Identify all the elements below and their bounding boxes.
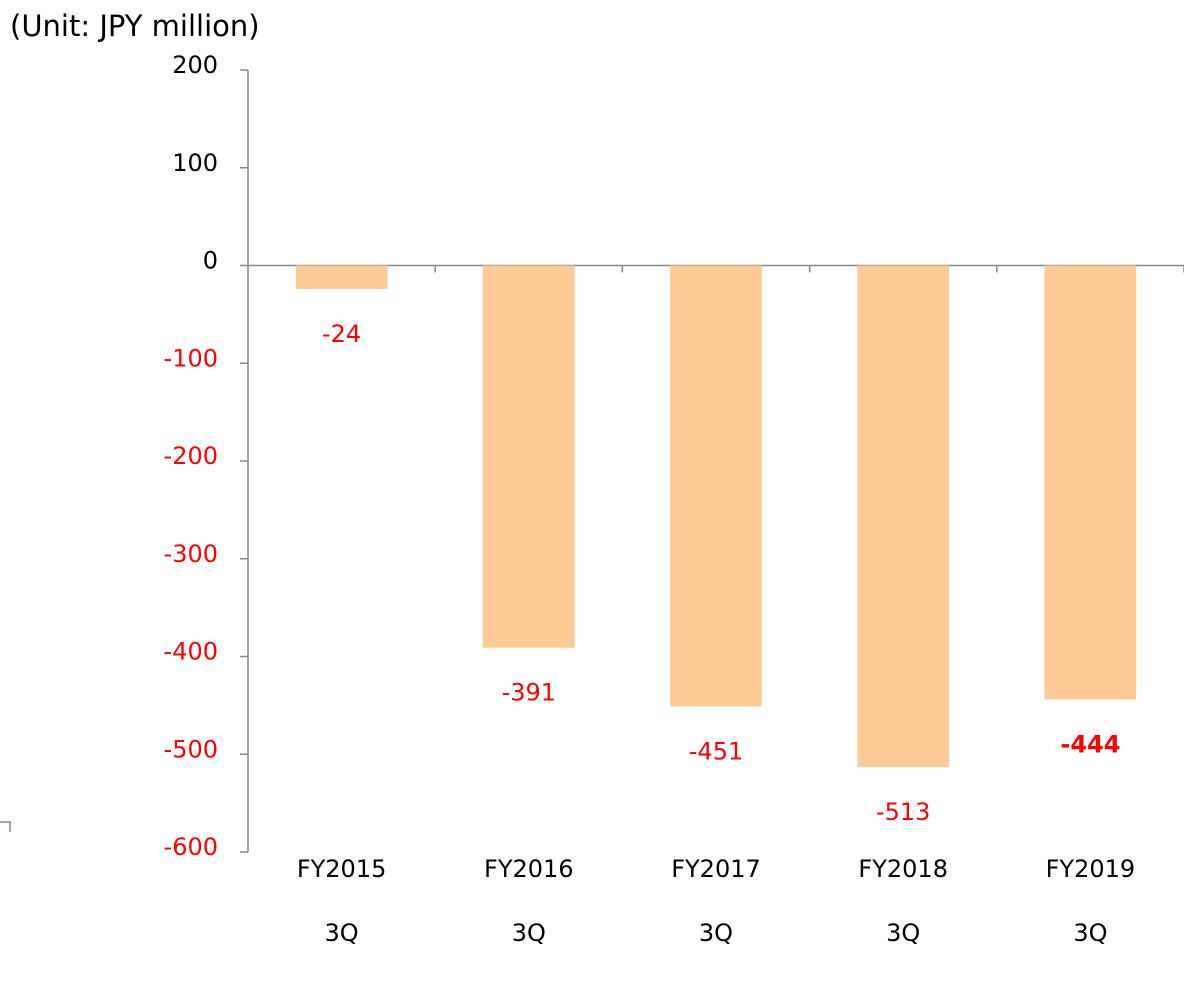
x-tick-label: FY2017 3Q xyxy=(671,855,761,947)
bar xyxy=(482,265,575,648)
x-tick-label: FY2015 3Q xyxy=(297,855,387,947)
y-tick-label: 100 xyxy=(172,149,218,177)
y-tick-label: 200 xyxy=(172,51,218,79)
y-tick-label: 0 xyxy=(203,247,218,275)
bar xyxy=(295,265,388,289)
y-tick-label: -200 xyxy=(164,442,218,470)
bar xyxy=(1044,265,1137,700)
data-label: -451 xyxy=(689,737,743,765)
y-tick-label: -600 xyxy=(164,833,218,861)
y-tick-label: -300 xyxy=(164,540,218,568)
data-label: -24 xyxy=(322,320,361,348)
y-tick-label: -500 xyxy=(164,735,218,763)
x-tick-label: FY2019 3Q xyxy=(1046,855,1136,947)
bar xyxy=(857,265,950,767)
decoration xyxy=(0,821,11,832)
x-tick-label: FY2016 3Q xyxy=(484,855,574,947)
data-label: -513 xyxy=(876,798,930,826)
y-tick-label: -400 xyxy=(164,638,218,666)
y-tick-label: -100 xyxy=(164,344,218,372)
y-axis-label: (Unit: JPY million) xyxy=(10,9,260,43)
data-label: -391 xyxy=(502,679,556,707)
x-tick-label: FY2018 3Q xyxy=(858,855,948,947)
data-label: -444 xyxy=(1060,731,1120,759)
bar xyxy=(670,265,762,707)
